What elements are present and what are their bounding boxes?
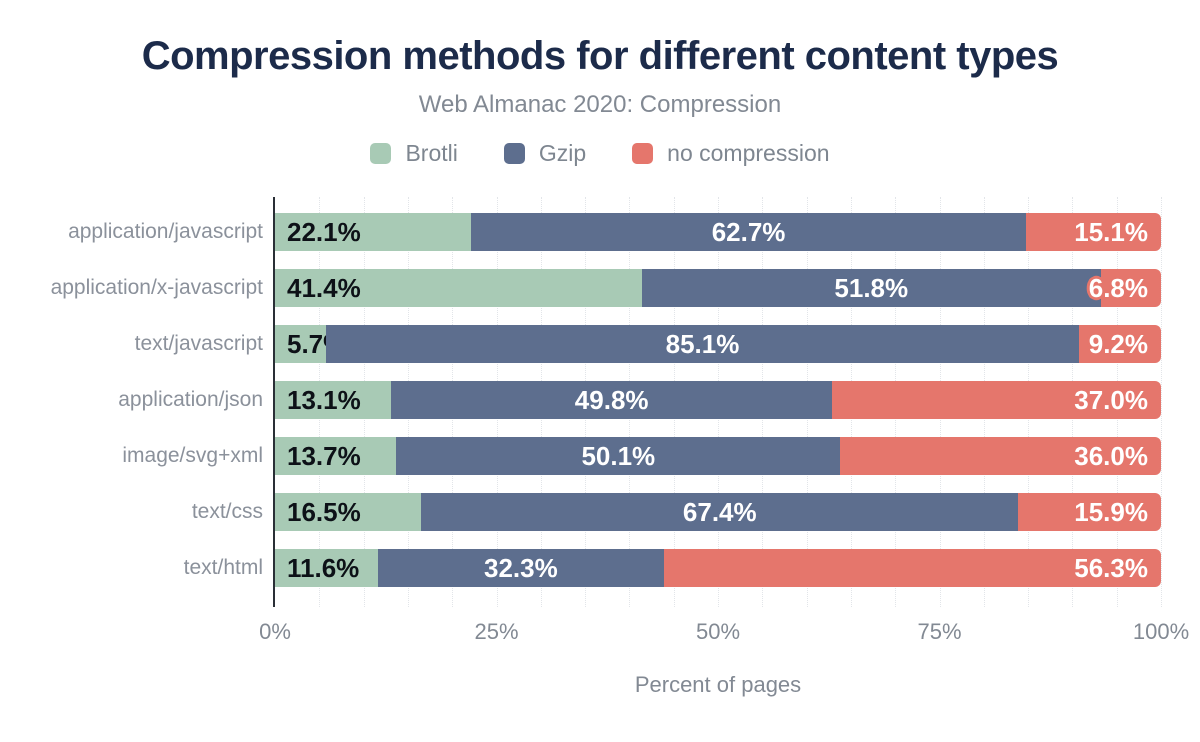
bar-segment-no-compression [832, 381, 1161, 419]
y-axis-line [273, 197, 275, 607]
bar-segment-no-compression [1018, 493, 1161, 531]
bar-row: 13.1% 49.8% 37.0% [275, 381, 1161, 419]
gridline [1161, 197, 1162, 607]
legend-swatch-icon [370, 143, 392, 164]
value-label-gzip: 67.4% [682, 497, 757, 527]
bar-segment-gzip [421, 493, 1019, 531]
x-axis-ticks: 0% 25% 50% 75% 100% [259, 619, 1189, 645]
bar-segment-gzip [396, 437, 841, 475]
bar-row: 22.1% 62.7% 15.1% [275, 213, 1161, 251]
category-label: image/svg+xml [38, 437, 263, 475]
bar-row: 13.7% 50.1% 36.0% [275, 437, 1161, 475]
category-label: application/x-javascript [38, 269, 263, 307]
x-tick-label: 50% [695, 619, 741, 644]
legend-item-label: Brotli [405, 140, 458, 166]
bar-segment-no-compression [1026, 213, 1161, 251]
value-label-brotli: 16.5% [287, 497, 361, 527]
chart-subtitle: Web Almanac 2020: Compression [418, 91, 782, 118]
category-label-text: image/svg+xml [122, 444, 263, 468]
value-label-brotli: 22.1% [287, 217, 361, 247]
value-label-gzip: 32.3% [483, 553, 558, 583]
bar-rows: 22.1% 62.7% 15.1% 41.4% 51.8% 6.8% 5.7% 85.1% 9.… [275, 213, 1161, 587]
bar-row: 41.4% 51.8% 6.8% [275, 269, 1161, 307]
value-label-gzip: 51.8% [834, 273, 909, 303]
value-label-no-compression: 6.8% [1088, 273, 1148, 303]
category-label: text/html [38, 549, 263, 587]
bar-segment-gzip [391, 381, 833, 419]
bar-segment-no-compression [1100, 269, 1161, 307]
bar-segment-gzip [325, 325, 1080, 363]
category-label-text: application/x-javascript [50, 276, 263, 300]
value-label-no-compression: 15.1% [1074, 217, 1148, 247]
x-tick-label: 0% [259, 619, 291, 644]
plot-area: application/javascript application/x-java… [51, 197, 1189, 644]
bar-segment-brotli [275, 213, 471, 251]
bar-segment-no-compression [663, 549, 1161, 587]
bar-segment-no-compression [840, 437, 1161, 475]
category-label: application/javascript [38, 213, 263, 251]
value-label-gzip: 85.1% [665, 329, 740, 359]
bar-row: 5.7% 85.1% 9.2% [275, 325, 1161, 363]
legend-item-gzip[interactable]: Gzip [503, 140, 587, 167]
value-label-no-compression: 37.0% [1074, 385, 1148, 415]
bar-segment-brotli [275, 437, 397, 475]
value-label-no-compression: 9.2% [1088, 329, 1148, 359]
category-label-text: text/html [183, 556, 263, 580]
value-label-no-compression: 15.9% [1074, 497, 1148, 527]
value-label-brotli: 13.7% [287, 441, 361, 471]
legend-swatch-icon [632, 143, 654, 164]
value-label-gzip: 49.8% [574, 385, 649, 415]
legend: Brotli Gzip no compression [0, 140, 1200, 167]
legend-item-no-compression[interactable]: no compression [632, 140, 830, 167]
category-label: application/json [38, 381, 263, 419]
x-tick-label: 100% [1132, 619, 1190, 644]
value-label-gzip: 62.7% [711, 217, 786, 247]
category-axis: application/javascript application/x-java… [38, 213, 263, 587]
category-label-text: text/javascript [134, 332, 263, 356]
bar-segment-gzip [470, 213, 1027, 251]
category-label-text: text/css [191, 500, 263, 524]
value-label-gzip: 50.1% [581, 441, 656, 471]
bar-segment-gzip [377, 549, 664, 587]
value-label-no-compression: 56.3% [1074, 553, 1148, 583]
legend-item-label: Gzip [538, 140, 587, 166]
x-tick-label: 75% [917, 619, 962, 644]
category-label-text: application/json [118, 388, 263, 412]
legend-item-brotli[interactable]: Brotli [370, 140, 458, 167]
bar-segment-brotli [275, 381, 392, 419]
bar-row: 16.5% 67.4% 15.9% [275, 493, 1161, 531]
bar-segment-gzip [641, 269, 1101, 307]
value-label-brotli: 41.4% [287, 273, 361, 303]
value-label-brotli: 13.1% [287, 385, 361, 415]
x-axis-title: Percent of pages [634, 672, 802, 697]
bar-segment-brotli [275, 549, 378, 587]
x-tick-label: 25% [474, 619, 519, 644]
category-label: text/javascript [38, 325, 263, 363]
value-label-no-compression: 36.0% [1074, 441, 1148, 471]
chart-title: Compression methods for different conten… [141, 34, 1059, 78]
legend-item-label: no compression [667, 140, 830, 166]
legend-swatch-icon [503, 143, 525, 164]
bar-segment-brotli [275, 325, 326, 363]
category-label-text: application/javascript [68, 220, 263, 244]
bar-segment-brotli [275, 269, 642, 307]
category-label: text/css [38, 493, 263, 531]
value-label-brotli: 11.6% [287, 553, 360, 583]
bar-segment-brotli [275, 493, 422, 531]
bar-row: 11.6% 32.3% 56.3% [275, 549, 1161, 587]
bar-segment-no-compression [1079, 325, 1161, 363]
